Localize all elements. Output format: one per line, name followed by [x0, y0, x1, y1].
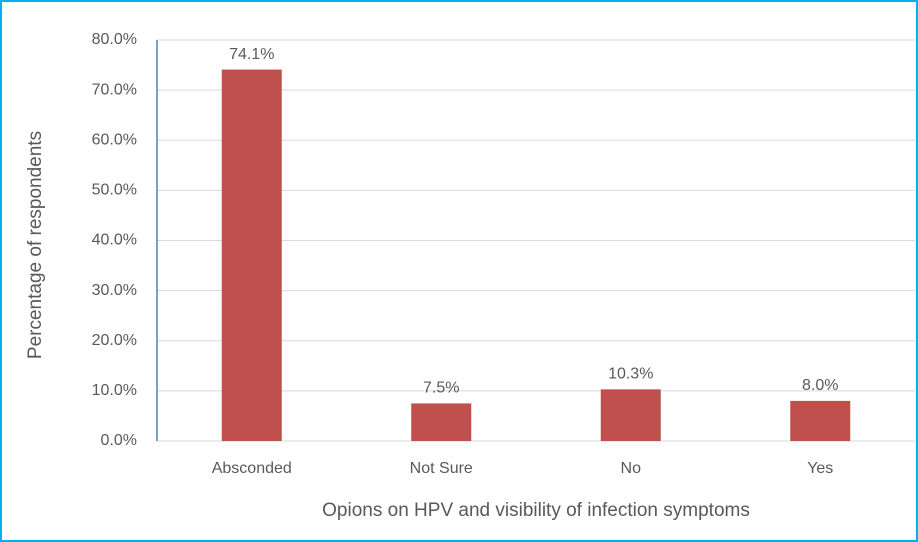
x-tick-label: Yes [807, 460, 833, 477]
bar [221, 69, 282, 441]
x-axis-label: Opions on HPV and visibility of infectio… [322, 500, 750, 521]
y-tick-label: 20.0% [92, 332, 137, 349]
bar [411, 403, 472, 441]
y-tick-label: 60.0% [92, 131, 137, 148]
x-tick-label: No [621, 460, 642, 477]
data-label: 10.3% [608, 366, 653, 383]
data-label: 7.5% [423, 380, 459, 397]
data-label: 8.0% [802, 377, 838, 394]
y-tick-label: 30.0% [92, 282, 137, 299]
y-tick-label: 80.0% [92, 31, 137, 48]
data-label: 74.1% [229, 46, 274, 63]
bar [600, 389, 661, 441]
y-tick-label: 50.0% [92, 182, 137, 199]
y-tick-label: 40.0% [92, 232, 137, 249]
x-tick-label: Absconded [212, 460, 292, 477]
y-tick-label: 0.0% [101, 432, 137, 449]
y-tick-label: 70.0% [92, 81, 137, 98]
y-tick-label: 10.0% [92, 382, 137, 399]
y-axis-label: Percentage of respondents [25, 131, 46, 359]
x-tick-label: Not Sure [410, 460, 473, 477]
bar [790, 400, 851, 441]
